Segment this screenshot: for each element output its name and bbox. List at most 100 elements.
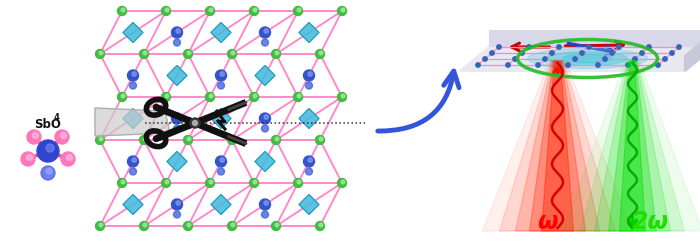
Polygon shape [123, 194, 143, 214]
Circle shape [341, 180, 345, 184]
Circle shape [556, 45, 561, 49]
Polygon shape [563, 61, 700, 231]
Circle shape [216, 156, 227, 167]
Polygon shape [515, 61, 599, 231]
Circle shape [228, 49, 237, 59]
Circle shape [60, 133, 66, 139]
Circle shape [162, 7, 171, 15]
Circle shape [293, 179, 302, 187]
Circle shape [37, 140, 59, 162]
Circle shape [231, 51, 234, 55]
Circle shape [165, 180, 169, 184]
Polygon shape [580, 61, 685, 231]
Circle shape [46, 168, 52, 174]
Circle shape [95, 135, 104, 145]
Circle shape [121, 8, 125, 12]
Circle shape [580, 51, 584, 55]
Circle shape [55, 130, 69, 144]
Circle shape [341, 8, 345, 12]
Circle shape [550, 51, 554, 55]
Circle shape [118, 179, 127, 187]
Circle shape [656, 63, 660, 67]
Circle shape [249, 93, 258, 101]
Circle shape [610, 51, 614, 55]
Circle shape [139, 135, 148, 145]
Circle shape [95, 221, 104, 230]
Polygon shape [500, 61, 615, 231]
Polygon shape [255, 152, 275, 172]
Circle shape [542, 57, 547, 61]
Circle shape [209, 94, 213, 98]
Polygon shape [167, 66, 187, 86]
Circle shape [218, 168, 225, 175]
Circle shape [187, 223, 191, 227]
Circle shape [513, 57, 517, 61]
Circle shape [476, 63, 480, 67]
Circle shape [121, 180, 125, 184]
Circle shape [293, 93, 302, 101]
Circle shape [139, 221, 148, 230]
Circle shape [253, 94, 257, 98]
Circle shape [670, 51, 674, 55]
Circle shape [304, 70, 314, 81]
Polygon shape [211, 194, 231, 214]
Circle shape [176, 201, 181, 205]
Circle shape [626, 63, 630, 67]
Circle shape [176, 115, 181, 119]
Circle shape [305, 168, 312, 175]
Polygon shape [123, 22, 143, 42]
Circle shape [174, 39, 181, 46]
Circle shape [231, 223, 234, 227]
Circle shape [337, 93, 346, 101]
Circle shape [617, 45, 621, 49]
Polygon shape [482, 61, 633, 231]
Text: 4: 4 [53, 113, 59, 122]
Circle shape [127, 70, 139, 81]
Circle shape [190, 118, 200, 128]
Circle shape [308, 158, 312, 162]
Circle shape [144, 223, 147, 227]
Circle shape [27, 130, 41, 144]
Text: SbO: SbO [34, 118, 62, 131]
Circle shape [298, 180, 301, 184]
Circle shape [132, 72, 137, 76]
Circle shape [176, 29, 181, 33]
Circle shape [536, 63, 540, 67]
Circle shape [172, 199, 183, 210]
Polygon shape [211, 108, 231, 128]
Circle shape [118, 93, 127, 101]
Circle shape [183, 135, 192, 145]
Polygon shape [542, 61, 573, 231]
Circle shape [275, 137, 279, 141]
Circle shape [264, 29, 268, 33]
Circle shape [264, 115, 268, 119]
Polygon shape [620, 61, 645, 231]
Circle shape [99, 137, 103, 141]
Polygon shape [255, 66, 275, 86]
Circle shape [220, 158, 225, 162]
Polygon shape [490, 31, 700, 46]
Circle shape [319, 137, 323, 141]
Circle shape [603, 57, 607, 61]
Circle shape [218, 82, 225, 89]
Text: 2ω: 2ω [632, 210, 669, 234]
Circle shape [193, 120, 197, 126]
Circle shape [206, 7, 214, 15]
Circle shape [633, 57, 637, 61]
Circle shape [308, 72, 312, 76]
Circle shape [231, 137, 234, 141]
Circle shape [121, 94, 125, 98]
Circle shape [183, 221, 192, 230]
Ellipse shape [528, 48, 648, 68]
Polygon shape [299, 22, 319, 42]
Circle shape [206, 93, 214, 101]
Circle shape [174, 125, 181, 132]
Circle shape [337, 179, 346, 187]
Circle shape [587, 45, 592, 49]
Circle shape [118, 7, 127, 15]
Circle shape [316, 49, 325, 59]
Ellipse shape [563, 54, 612, 63]
Circle shape [275, 51, 279, 55]
Circle shape [272, 49, 281, 59]
Circle shape [187, 51, 191, 55]
